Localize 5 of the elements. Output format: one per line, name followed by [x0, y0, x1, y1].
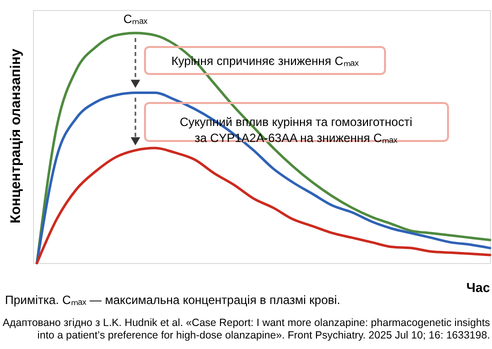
y-axis-title: Концентрація оланзапіну: [7, 48, 23, 224]
text: Примітка. Cₘₐₓ — максимальна концентрація в плазмі крові.: [5, 293, 340, 307]
x-axis-title: Час: [466, 280, 490, 295]
text: Адаптовано згідно з L.K. Hudnik et al. «Case Report: I want more olanzapine: pharmacogenetic insights into a patient’s preference for high-dose olanzapine». Front Psychiatry. 2025 Jul 10; 16: 1633198.: [2, 317, 490, 342]
text: Cₘₐₓ: [123, 12, 148, 26]
